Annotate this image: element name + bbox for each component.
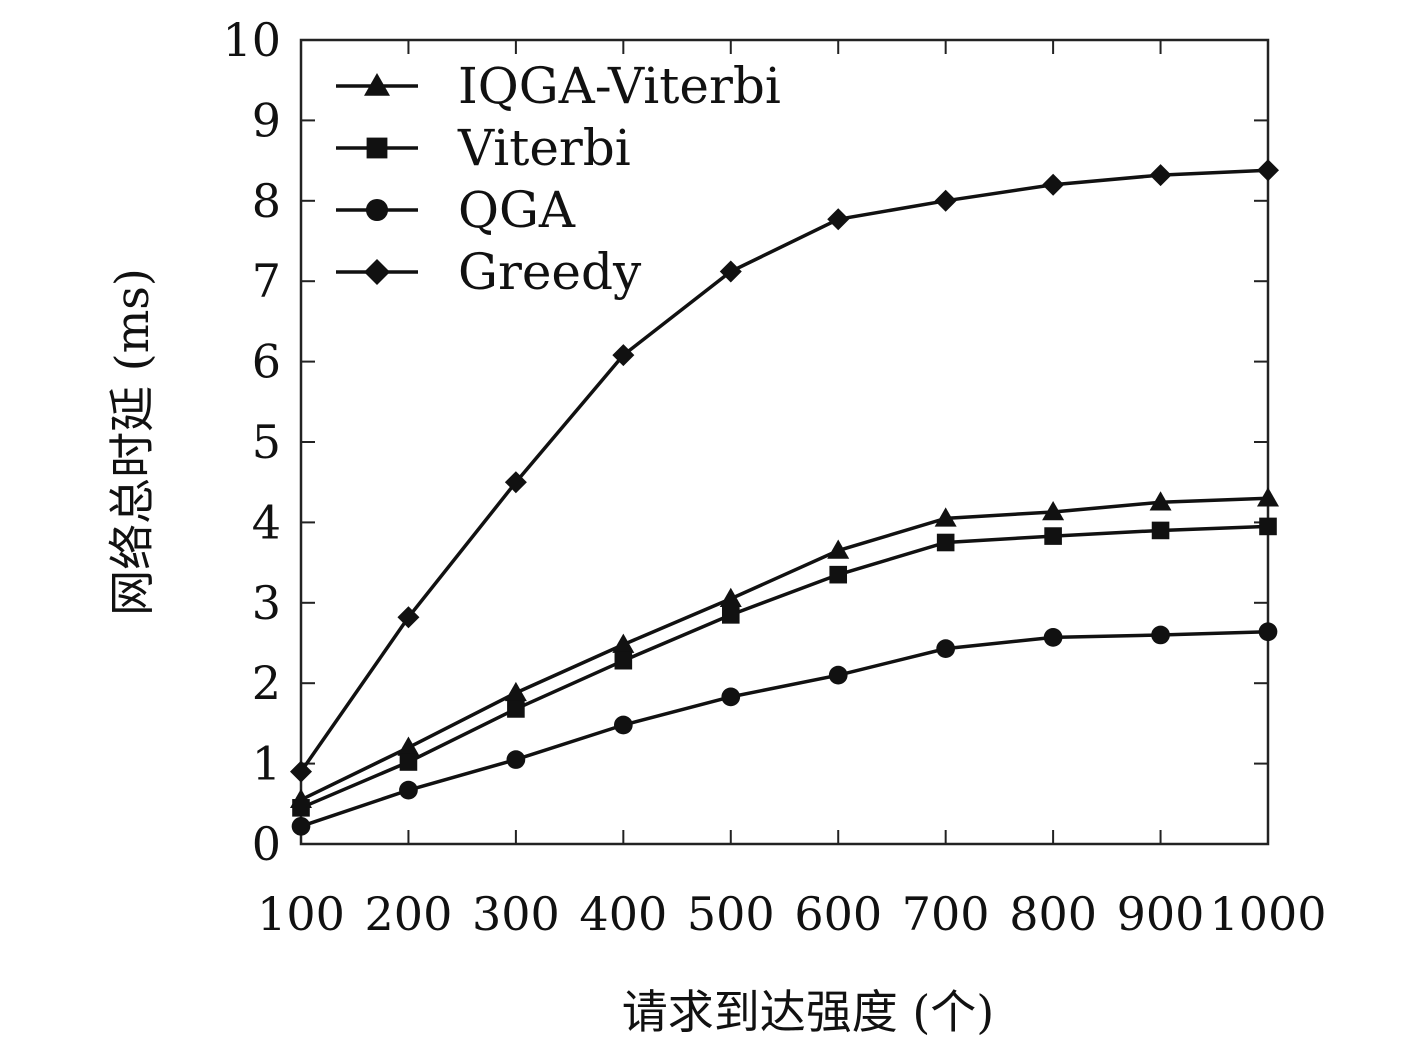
y-tick-label: 5 — [252, 415, 281, 469]
diamond-marker — [719, 260, 742, 283]
series-line — [300, 629, 1269, 828]
circle-marker — [291, 816, 311, 836]
legend-item: Viterbi — [336, 119, 631, 177]
legend-label: Greedy — [458, 243, 642, 301]
triangle-marker — [1149, 491, 1172, 511]
series-layer — [290, 159, 1279, 836]
diamond-marker — [827, 208, 850, 231]
diamond-marker — [397, 606, 420, 629]
triangle-marker — [1257, 487, 1279, 507]
square-marker — [614, 651, 633, 670]
series-line — [300, 524, 1269, 810]
series-greedy — [290, 159, 1279, 783]
square-marker — [721, 606, 740, 624]
x-tick-label: 800 — [1009, 887, 1097, 941]
circle-marker — [1043, 628, 1063, 647]
diamond-marker — [364, 259, 390, 285]
circle-marker — [399, 780, 418, 800]
x-tick-label: 200 — [365, 887, 453, 941]
circle-marker — [721, 687, 741, 707]
y-tick-label: 3 — [252, 576, 281, 630]
diamond-marker — [504, 471, 527, 494]
y-tick-label: 7 — [252, 254, 281, 308]
x-tick-label: 500 — [687, 887, 775, 941]
y-axis: 0 1 2 3 4 5 6 7 8 9 10 — [222, 13, 1268, 871]
circle-marker — [506, 750, 526, 769]
y-tick-label: 2 — [252, 656, 281, 710]
square-marker — [1151, 521, 1170, 540]
circle-marker — [1151, 625, 1170, 645]
y-tick-label: 8 — [252, 174, 281, 228]
circle-marker — [828, 665, 848, 685]
triangle-marker — [364, 73, 390, 96]
x-axis: 100 200 300 400 500 600 700 800 900 1000 — [257, 40, 1327, 941]
y-tick-label: 0 — [252, 817, 281, 871]
circle-marker — [613, 715, 633, 735]
square-marker — [507, 700, 525, 718]
series-line — [300, 496, 1269, 802]
y-tick-label: 10 — [222, 13, 281, 67]
plot-area-frame — [299, 38, 1270, 846]
square-marker — [399, 753, 418, 771]
y-tick-label: 1 — [252, 737, 281, 791]
x-tick-label: 700 — [902, 887, 990, 941]
x-tick-label: 300 — [472, 887, 560, 941]
diamond-marker — [612, 344, 635, 367]
triangle-marker — [827, 539, 850, 559]
triangle-marker — [397, 736, 420, 756]
diamond-marker — [1149, 164, 1172, 187]
series-line — [299, 168, 1269, 773]
legend-label: IQGA-Viterbi — [458, 57, 781, 115]
triangle-marker — [504, 681, 527, 702]
square-marker — [829, 565, 848, 584]
diamond-marker — [934, 189, 957, 212]
triangle-marker — [1042, 500, 1065, 521]
legend-label: Viterbi — [457, 119, 631, 177]
triangle-marker — [719, 587, 742, 608]
square-marker — [936, 533, 955, 552]
x-tick-label: 100 — [257, 887, 345, 941]
legend-item: IQGA-Viterbi — [336, 57, 781, 115]
x-tick-label: 600 — [794, 887, 882, 941]
x-tick-label: 900 — [1117, 887, 1205, 941]
legend-label: QGA — [458, 181, 576, 239]
series-viterbi — [292, 517, 1277, 817]
circle-marker — [1258, 622, 1278, 642]
circle-marker — [365, 198, 389, 222]
triangle-marker — [612, 633, 635, 653]
x-axis-title: 请求到达强度 (个) — [622, 985, 995, 1039]
diamond-marker — [1042, 173, 1065, 196]
y-axis-title: 网络总时延 (ms) — [105, 268, 159, 616]
triangle-marker — [934, 507, 957, 527]
x-tick-label: 1000 — [1209, 887, 1326, 941]
legend-item: QGA — [336, 181, 576, 239]
diamond-marker — [1257, 159, 1279, 182]
legend-item: Greedy — [336, 243, 642, 301]
circle-marker — [936, 639, 956, 658]
square-marker — [292, 799, 310, 817]
y-tick-label: 4 — [252, 495, 281, 549]
square-marker — [366, 137, 388, 159]
y-tick-label: 6 — [252, 335, 281, 389]
series-qga — [291, 622, 1278, 836]
y-tick-label: 9 — [252, 93, 281, 147]
x-tick-label: 400 — [579, 887, 667, 941]
square-marker — [1044, 527, 1062, 545]
series-iqga-viterbi — [290, 487, 1279, 809]
square-marker — [1259, 517, 1277, 536]
diamond-marker — [290, 760, 312, 783]
